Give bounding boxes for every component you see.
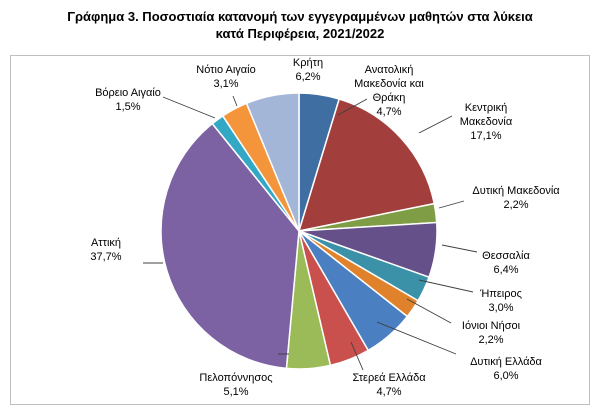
slice-value-label: 6,2% [295, 71, 320, 83]
slice-name-label: Δυτική Ελλάδα [470, 356, 542, 368]
slice-name-label: Στερεά Ελλάδα [352, 372, 426, 384]
slice-name-label: Πελοπόννησος [199, 372, 272, 384]
chart-area: Ανατολική Μακεδονία και Θράκη 4,7% Κεντρική Μ… [10, 55, 590, 405]
slice-label: Στερεά Ελλάδα 4,7% [352, 372, 426, 398]
pie-slice [297, 98, 436, 232]
slice-value-label: 2,2% [503, 199, 528, 211]
slice-name-label: Μακεδονία και [354, 78, 424, 90]
slice-value-label: 3,1% [213, 78, 238, 90]
slice-value-label: 4,7% [376, 106, 401, 118]
slice-labels: Ανατολική Μακεδονία και Θράκη 4,7% Κεντρική Μ… [90, 57, 560, 398]
slice-value-label: 37,7% [90, 251, 121, 263]
slice-label: Κεντρική Μακεδονία 17,1% [460, 102, 513, 142]
pie-slice [245, 92, 300, 232]
slice-value-label: 1,5% [115, 101, 140, 113]
slice-label: Δυτική Μακεδονία 2,2% [472, 185, 560, 211]
slice-label: Θεσσαλία 6,4% [482, 250, 530, 276]
slice-label: Αττική 37,7% [90, 237, 121, 263]
slice-name-label: Θεσσαλία [482, 250, 530, 262]
chart-title-line-2: κατά Περιφέρεια, 2021/2022 [215, 26, 385, 41]
slice-name-label: Κεντρική [465, 102, 507, 114]
leader-line [337, 98, 368, 116]
slice-value-label: 17,1% [470, 130, 501, 142]
slice-name-label: Δυτική Μακεδονία [472, 185, 560, 197]
slice-value-label: 5,1% [223, 386, 248, 398]
slice-name-label: Νότιο Αιγαίο [196, 64, 255, 76]
leader-line [418, 279, 474, 293]
slice-label: Κρήτη 6,2% [293, 57, 323, 83]
pie-slices [160, 92, 438, 370]
chart-title: Γράφημα 3. Ποσοστιαία κατανομή των εγγεγ… [0, 8, 600, 42]
slice-value-label: 4,7% [376, 386, 401, 398]
slice-name-label: Αττική [91, 237, 121, 249]
leader-line [162, 96, 216, 119]
slice-name-label: Κρήτη [293, 57, 323, 69]
leader-line [438, 200, 465, 209]
slice-name-label: Ήπειρος [479, 288, 522, 300]
slice-label: Νότιο Αιγαίο 3,1% [196, 64, 255, 90]
slice-label: Ανατολική Μακεδονία και Θράκη 4,7% [354, 64, 424, 118]
leader-lines [143, 95, 478, 371]
slice-label: Πελοπόννησος 5,1% [199, 372, 272, 398]
leader-line [418, 115, 453, 134]
slice-label: Ιόνιοι Νήσοι 2,2% [462, 320, 521, 346]
slice-value-label: 2,2% [478, 334, 503, 346]
slice-name-label: Ανατολική [365, 64, 414, 76]
chart-title-line-1: Γράφημα 3. Ποσοστιαία κατανομή των εγγεγ… [67, 9, 533, 24]
slice-value-label: 3,0% [488, 302, 513, 314]
slice-name-label: Βόρειο Αιγαίο [95, 87, 161, 99]
pie-slice [160, 122, 300, 370]
slice-label: Δυτική Ελλάδα 6,0% [470, 356, 542, 382]
slice-name-label: Μακεδονία [460, 116, 513, 128]
leader-line [350, 341, 364, 371]
slice-label: Βόρειο Αιγαίο 1,5% [95, 87, 161, 113]
slice-name-label: Ιόνιοι Νήσοι [462, 320, 521, 332]
slice-name-label: Θράκη [373, 92, 406, 104]
leader-line [376, 321, 457, 355]
leader-line [406, 298, 452, 324]
slice-value-label: 6,4% [493, 264, 518, 276]
leader-line [441, 244, 478, 253]
slice-label: Ήπειρος 3,0% [479, 288, 522, 314]
slice-value-label: 6,0% [493, 370, 518, 382]
pie-chart: Ανατολική Μακεδονία και Θράκη 4,7% Κεντρική Μ… [90, 57, 560, 398]
leader-line [232, 95, 238, 107]
